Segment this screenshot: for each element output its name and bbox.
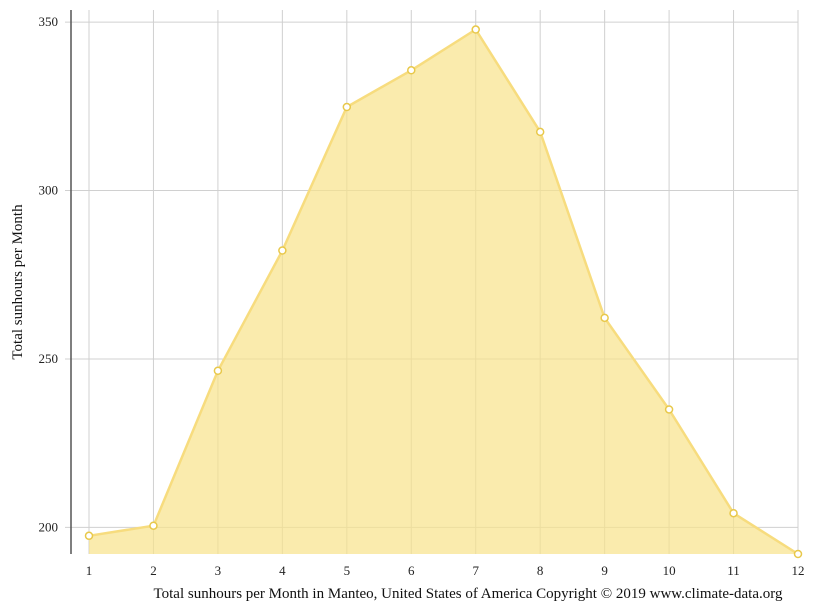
x-tick-labels: 1 2 3 4 5 6 7 8 9 10 11 12 xyxy=(86,563,805,578)
x-tick-label: 6 xyxy=(408,563,415,578)
x-tick-label: 2 xyxy=(150,563,157,578)
x-axis-title: Total sunhours per Month in Manteo, Unit… xyxy=(154,586,783,602)
y-tick-label: 200 xyxy=(39,519,59,534)
x-tick-label: 9 xyxy=(601,563,608,578)
series-line xyxy=(88,28,799,556)
data-point xyxy=(535,127,545,137)
x-tick-label: 11 xyxy=(727,563,740,578)
data-point xyxy=(84,531,94,541)
y-tick-labels: 200 250 300 350 xyxy=(39,14,59,534)
data-point xyxy=(149,521,158,530)
data-point xyxy=(213,366,223,376)
data-point xyxy=(664,405,674,414)
x-tick-label: 12 xyxy=(792,563,805,578)
data-point xyxy=(729,508,738,518)
data-point xyxy=(793,549,803,559)
data-point xyxy=(600,313,609,323)
x-tick-label: 5 xyxy=(344,563,351,578)
x-tick-label: 10 xyxy=(663,563,676,578)
data-point xyxy=(407,66,416,75)
y-tick-label: 250 xyxy=(39,351,59,366)
area-fill xyxy=(89,29,798,554)
x-tick-label: 8 xyxy=(537,563,544,578)
x-tick-label: 3 xyxy=(215,563,222,578)
x-tick-label: 4 xyxy=(279,563,286,578)
y-axis-title: Total sunhours per Month xyxy=(10,204,26,360)
x-tick-label: 1 xyxy=(86,563,93,578)
x-tick-label: 7 xyxy=(472,563,479,578)
data-point xyxy=(278,246,287,255)
data-point xyxy=(342,102,352,112)
y-tick-label: 300 xyxy=(39,183,59,198)
y-tick-label: 350 xyxy=(39,14,59,29)
data-point xyxy=(471,25,480,34)
data-points xyxy=(84,25,803,559)
